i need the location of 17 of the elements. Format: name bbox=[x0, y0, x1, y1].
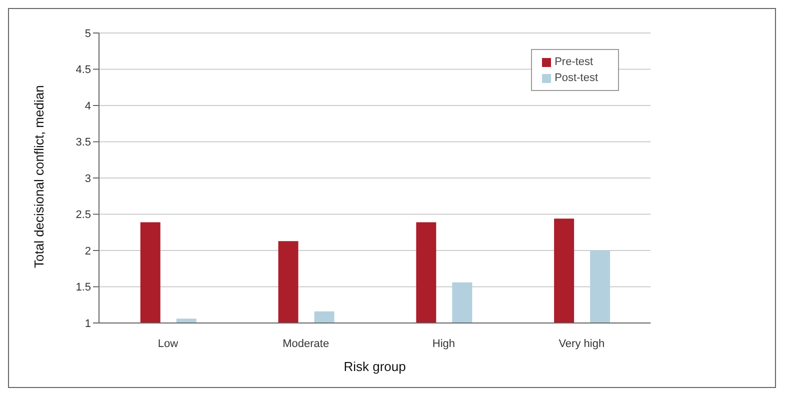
x-tick-label: Very high bbox=[558, 338, 605, 350]
y-tick-label: 4.5 bbox=[76, 64, 91, 76]
y-tick-label: 2 bbox=[84, 245, 91, 258]
legend-label: Post-test bbox=[554, 72, 598, 84]
x-tick-label: Moderate bbox=[282, 338, 330, 350]
y-tick-label: 1.5 bbox=[76, 282, 91, 294]
x-tick-label: Low bbox=[158, 338, 178, 350]
y-tick-label: 5 bbox=[84, 28, 91, 40]
y-tick-label: 4 bbox=[84, 100, 91, 112]
y-axis-title: Total decisional conflict, median bbox=[32, 85, 47, 268]
x-tick-label: High bbox=[432, 338, 456, 350]
y-tick-label: 1 bbox=[84, 318, 91, 330]
y-tick-label: 3.5 bbox=[76, 136, 91, 149]
x-axis-title: Risk group bbox=[344, 359, 406, 374]
legend-label: Pre-test bbox=[554, 56, 594, 68]
y-tick-label: 3 bbox=[84, 172, 91, 185]
y-tick-label: 2.5 bbox=[76, 209, 91, 222]
